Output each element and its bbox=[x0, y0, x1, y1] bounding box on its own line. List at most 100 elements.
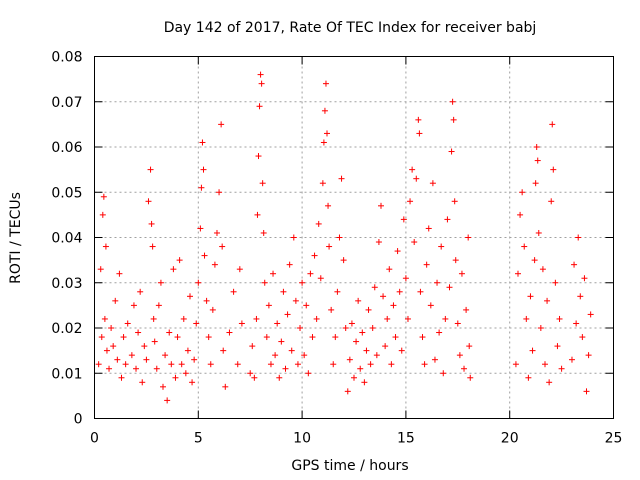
data-point bbox=[330, 361, 337, 368]
x-tick-label: 25 bbox=[605, 431, 623, 447]
data-point bbox=[348, 320, 355, 327]
data-point bbox=[384, 315, 391, 322]
data-point bbox=[421, 361, 428, 368]
data-point bbox=[124, 320, 131, 327]
data-point bbox=[219, 243, 226, 250]
data-point bbox=[198, 184, 205, 191]
data-point bbox=[150, 315, 157, 322]
data-point bbox=[164, 397, 171, 404]
data-point bbox=[118, 374, 125, 381]
data-point bbox=[365, 306, 372, 313]
data-point bbox=[184, 347, 191, 354]
data-point bbox=[332, 334, 339, 341]
data-point bbox=[172, 374, 179, 381]
data-point bbox=[238, 320, 245, 327]
data-point bbox=[207, 361, 214, 368]
y-tick-label: 0.05 bbox=[51, 185, 82, 201]
data-point bbox=[438, 243, 445, 250]
data-point bbox=[130, 302, 137, 309]
data-point bbox=[336, 234, 343, 241]
data-point bbox=[402, 275, 409, 282]
data-point bbox=[550, 166, 557, 173]
data-point bbox=[398, 347, 405, 354]
data-point bbox=[280, 288, 287, 295]
data-point bbox=[151, 338, 158, 345]
data-point bbox=[114, 356, 121, 363]
data-point bbox=[416, 130, 423, 137]
data-point bbox=[371, 284, 378, 291]
y-tick-label: 0 bbox=[74, 412, 83, 428]
data-point bbox=[257, 71, 264, 78]
data-point bbox=[253, 315, 260, 322]
y-tick-label: 0.01 bbox=[51, 366, 82, 382]
data-point bbox=[191, 356, 198, 363]
y-tick-label: 0.02 bbox=[51, 321, 82, 337]
data-point bbox=[446, 284, 453, 291]
data-point bbox=[278, 338, 285, 345]
data-point bbox=[571, 261, 578, 268]
data-point bbox=[554, 343, 561, 350]
data-point bbox=[449, 98, 456, 105]
data-point bbox=[216, 189, 223, 196]
data-point bbox=[259, 180, 266, 187]
data-point bbox=[247, 370, 254, 377]
data-point bbox=[380, 293, 387, 300]
data-point bbox=[282, 365, 289, 372]
data-point bbox=[178, 361, 185, 368]
data-point bbox=[162, 352, 169, 359]
data-point bbox=[463, 306, 470, 313]
data-point bbox=[122, 361, 129, 368]
x-tick-label: 10 bbox=[293, 431, 311, 447]
data-point bbox=[157, 279, 164, 286]
data-point bbox=[359, 329, 366, 336]
data-point bbox=[353, 338, 360, 345]
data-point bbox=[322, 80, 329, 87]
data-point bbox=[407, 198, 414, 205]
data-point bbox=[195, 279, 202, 286]
data-point bbox=[255, 153, 262, 160]
data-point bbox=[315, 220, 322, 227]
data-point bbox=[201, 252, 208, 259]
data-point bbox=[95, 361, 102, 368]
data-point bbox=[452, 257, 459, 264]
data-point bbox=[155, 302, 162, 309]
data-point bbox=[319, 180, 326, 187]
data-point bbox=[153, 365, 160, 372]
data-point bbox=[166, 329, 173, 336]
data-point bbox=[128, 352, 135, 359]
data-point bbox=[579, 334, 586, 341]
data-point bbox=[587, 311, 594, 318]
data-point bbox=[409, 166, 416, 173]
data-point bbox=[112, 297, 119, 304]
data-point bbox=[373, 352, 380, 359]
data-point bbox=[367, 361, 374, 368]
data-point bbox=[344, 388, 351, 395]
data-point bbox=[454, 320, 461, 327]
x-axis-label: GPS time / hours bbox=[291, 458, 408, 474]
data-point bbox=[234, 361, 241, 368]
data-point bbox=[120, 334, 127, 341]
data-point bbox=[265, 302, 272, 309]
data-point bbox=[404, 315, 411, 322]
data-point bbox=[581, 275, 588, 282]
data-point bbox=[334, 288, 341, 295]
data-point bbox=[193, 320, 200, 327]
data-point bbox=[573, 320, 580, 327]
data-point bbox=[307, 270, 314, 277]
data-point bbox=[448, 148, 455, 155]
y-axis-label: ROTI / TECUs bbox=[8, 192, 24, 284]
data-point bbox=[230, 288, 237, 295]
data-point bbox=[338, 175, 345, 182]
data-point bbox=[222, 383, 229, 390]
data-point bbox=[272, 352, 279, 359]
data-point bbox=[288, 347, 295, 354]
data-point bbox=[568, 356, 575, 363]
data-point bbox=[458, 270, 465, 277]
data-point bbox=[396, 288, 403, 295]
data-point bbox=[258, 80, 265, 87]
data-point bbox=[440, 370, 447, 377]
data-point bbox=[297, 325, 304, 331]
data-point bbox=[299, 279, 306, 286]
data-point bbox=[577, 293, 584, 300]
data-point bbox=[533, 144, 540, 150]
